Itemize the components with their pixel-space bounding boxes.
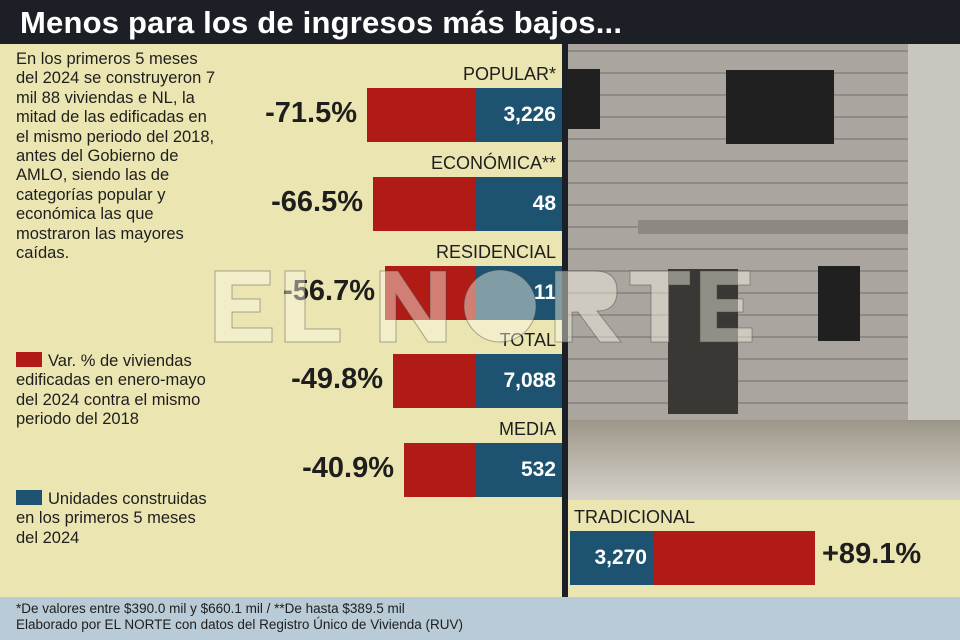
units-bar: 11 bbox=[475, 265, 562, 320]
variation-label: -49.8% bbox=[291, 363, 383, 396]
category-label: POPULAR* bbox=[462, 64, 556, 84]
category-label: MEDIA bbox=[498, 419, 556, 440]
units-bar: 7,088 bbox=[475, 354, 562, 409]
source: Elaborado por EL NORTE con datos del Reg… bbox=[16, 617, 463, 632]
intro-text: En los primeros 5 meses del 2024 se cons… bbox=[16, 50, 216, 263]
category-label: RESIDENCIAL bbox=[435, 241, 556, 262]
variation-label: -56.7% bbox=[283, 274, 375, 307]
footer: *De valores entre $390.0 mil y $660.1 mi… bbox=[0, 597, 960, 640]
variation-label: -40.9% bbox=[302, 452, 394, 485]
variation-bar bbox=[385, 265, 475, 320]
construction-photo bbox=[568, 44, 960, 500]
category-label: TOTAL bbox=[499, 330, 556, 351]
page-title: Menos para los de ingresos más bajos... bbox=[0, 0, 960, 44]
units-bar: 48 bbox=[475, 176, 562, 231]
legend-blue: Unidades construidas en los primeros 5 m… bbox=[16, 490, 216, 548]
category-label: TRADICIONAL bbox=[574, 507, 696, 527]
units-bar: 3,270 bbox=[570, 531, 653, 585]
units-bar: 532 bbox=[475, 443, 562, 498]
blue-swatch bbox=[16, 490, 42, 505]
variation-label: -66.5% bbox=[271, 185, 363, 218]
legend-red: Var. % de viviendas edificadas en enero-… bbox=[16, 352, 216, 430]
footnote: *De valores entre $390.0 mil y $660.1 mi… bbox=[16, 601, 405, 616]
variation-bar bbox=[653, 531, 816, 585]
category-label: ECONÓMICA** bbox=[430, 152, 556, 173]
divider bbox=[562, 44, 568, 597]
variation-label: +89.1% bbox=[822, 538, 922, 570]
variation-label: -71.5% bbox=[265, 97, 357, 129]
variation-bar bbox=[393, 354, 475, 409]
red-swatch bbox=[16, 352, 42, 367]
legend-red-text: Var. % de viviendas edificadas en enero-… bbox=[16, 352, 206, 429]
variation-bar bbox=[404, 443, 475, 498]
variation-bar bbox=[373, 176, 475, 231]
units-bar: 3,226 bbox=[475, 88, 562, 142]
legend-blue-text: Unidades construidas en los primeros 5 m… bbox=[16, 490, 207, 547]
variation-bar bbox=[367, 88, 475, 142]
